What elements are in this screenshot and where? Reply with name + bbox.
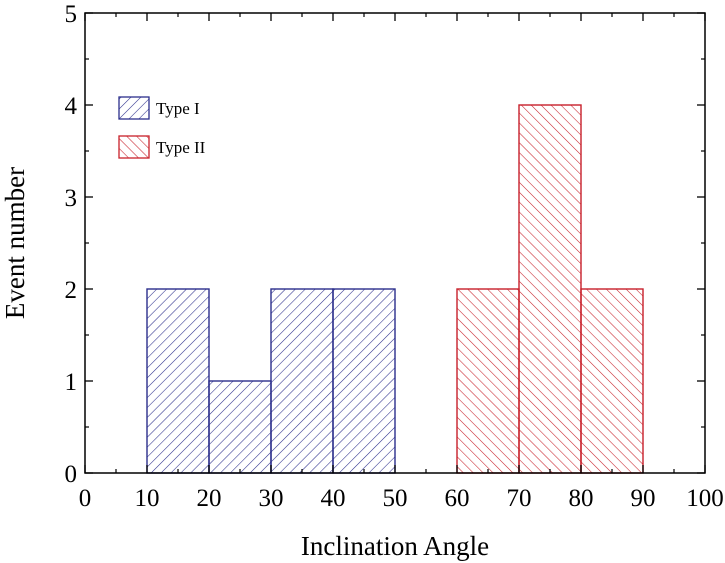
bar-type-i-40-50 (332, 288, 396, 474)
x-tick-label: 90 (631, 485, 656, 512)
bar-type-i-10-20 (146, 288, 210, 474)
x-tick-label: 50 (383, 485, 408, 512)
legend: Type I Type II (118, 96, 206, 159)
y-tick-label: 2 (65, 277, 78, 304)
y-tick-label: 5 (65, 1, 78, 28)
legend-label-type-2: Type II (156, 138, 206, 157)
x-tick-label: 70 (507, 485, 532, 512)
legend-swatch-type-1 (118, 96, 150, 120)
x-tick-label: 0 (79, 485, 92, 512)
y-axis-title: Event number (0, 167, 30, 319)
bar-type-ii-70-80 (518, 104, 582, 474)
bars-layer (146, 104, 644, 474)
legend-swatch-type-2 (118, 135, 150, 159)
y-tick-label: 0 (65, 461, 78, 488)
x-tick-label: 100 (686, 485, 724, 512)
bar-type-i-20-30 (208, 380, 272, 474)
bar-type-ii-80-90 (580, 288, 644, 474)
legend-label-type-1: Type I (156, 99, 200, 118)
x-tick-label: 20 (197, 485, 222, 512)
y-tick-label: 3 (65, 185, 78, 212)
x-tick-label: 30 (259, 485, 284, 512)
x-tick-label: 60 (445, 485, 470, 512)
x-tick-label: 40 (321, 485, 346, 512)
x-axis-title: Inclination Angle (301, 531, 489, 561)
y-tick-label: 4 (65, 93, 78, 120)
x-tick-label: 10 (135, 485, 160, 512)
bar-type-ii-60-70 (456, 288, 520, 474)
y-tick-label: 1 (65, 369, 78, 396)
x-tick-label: 80 (569, 485, 594, 512)
ticks-layer: 0 10 20 30 40 50 60 70 80 90 100 0 1 2 3 4 5 (65, 1, 724, 512)
bar-type-i-30-40 (270, 288, 334, 474)
